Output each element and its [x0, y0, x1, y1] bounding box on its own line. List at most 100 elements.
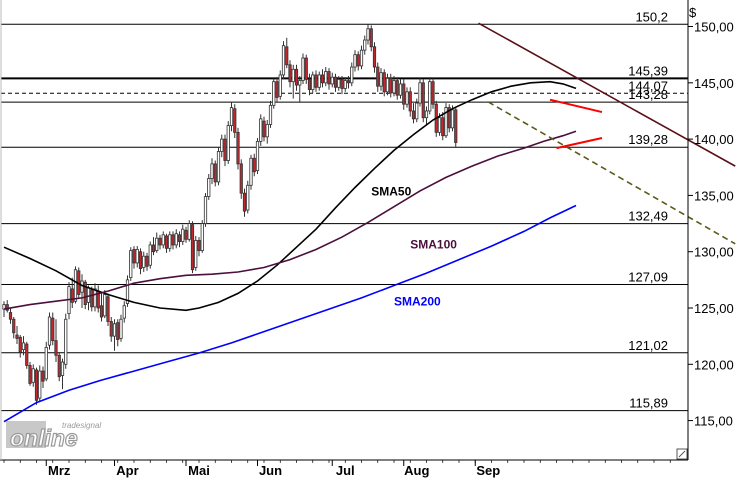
candle-body [64, 318, 68, 365]
ma-line-sma100 [3, 130, 577, 310]
candle-body [213, 163, 217, 183]
candle-body [431, 81, 435, 105]
candle-body [5, 304, 9, 311]
candle-body [93, 288, 97, 308]
candle-body [340, 79, 344, 89]
candles [2, 24, 458, 405]
candle-body [421, 82, 425, 119]
level-label: 143,28 [628, 87, 668, 102]
candle-body [161, 234, 165, 246]
moving-averages [3, 80, 577, 423]
candle-body [418, 82, 422, 104]
candle-body [294, 68, 299, 86]
candle-body [135, 249, 139, 264]
x-tick-label: Sep [476, 463, 500, 478]
candle-body [281, 45, 286, 76]
candle-body [138, 251, 143, 269]
candle-body [402, 83, 406, 105]
level-label: 115,89 [629, 396, 668, 411]
candle-body [148, 244, 152, 266]
candle-body [28, 365, 32, 384]
y-tick-label: 145,00 [694, 76, 734, 91]
candle-body [278, 74, 282, 97]
candle-body [187, 223, 191, 240]
candle-body [372, 46, 377, 68]
candle-body [346, 80, 351, 84]
candle-body [307, 79, 312, 90]
level-label: 132,49 [628, 209, 668, 224]
candle-body [155, 237, 159, 251]
sma50-label: SMA50 [371, 184, 411, 198]
candle-body [112, 323, 117, 337]
candle-body [233, 108, 237, 133]
candle-body [301, 57, 305, 81]
candle-body [454, 109, 458, 143]
y-tick-label: 115,00 [694, 414, 733, 429]
candle-body [275, 81, 279, 98]
candle-body [194, 240, 198, 268]
candle-body [103, 294, 107, 317]
candle-body [210, 163, 214, 179]
trendline-downtrend-solid [478, 22, 736, 167]
level-label: 121,02 [628, 338, 668, 353]
currency-label: $ [689, 5, 697, 20]
horizontal-levels [1, 23, 688, 412]
logo-small-text: tradesignal [62, 421, 101, 430]
candle-body [132, 249, 136, 264]
candle-body [181, 228, 185, 242]
candle-body [405, 91, 409, 105]
candle-body [171, 234, 175, 246]
candle-body [184, 229, 188, 240]
candle-body [424, 110, 429, 119]
candle-body [99, 305, 104, 318]
x-tick-label: Mai [188, 463, 210, 478]
candle-body [428, 81, 432, 112]
candle-body [60, 361, 65, 376]
candle-body [265, 124, 269, 138]
candle-body [90, 289, 94, 308]
candle-body [15, 334, 19, 339]
candle-body [298, 80, 302, 86]
trendline-wedge-upper [549, 98, 603, 114]
candle-body [21, 342, 26, 351]
candle-body [239, 163, 243, 194]
candle-body [444, 107, 448, 137]
candle-body [31, 368, 35, 383]
trendlines [478, 22, 736, 245]
x-tick-label: Apr [116, 463, 138, 478]
candle-body [246, 184, 250, 211]
candle-body [408, 91, 412, 112]
sma200-label: SMA200 [394, 295, 441, 309]
candle-body [356, 54, 360, 67]
candle-body [57, 354, 61, 378]
candle-body [285, 46, 289, 66]
candle-body [119, 318, 123, 339]
y-tick-label: 120,00 [694, 357, 734, 372]
candle-body [392, 80, 396, 94]
ma-line-sma50 [3, 80, 577, 312]
candle-body [207, 178, 211, 197]
candle-body [25, 343, 29, 366]
candle-body [197, 240, 201, 251]
candle-body [18, 336, 22, 353]
trendline-downtrend-dashed [487, 101, 736, 245]
candle-body [145, 255, 149, 267]
candle-body [255, 140, 260, 172]
resize-handle-mark [678, 450, 686, 458]
candle-body [268, 104, 273, 125]
candle-body [411, 110, 416, 120]
y-tick-label: 140,00 [694, 132, 734, 147]
candle-body [142, 255, 146, 268]
axes: 150,00 145,00 140,00 135,00 130,00 125,00 120,… [0, 0, 734, 478]
y-tick-label: 150,00 [694, 20, 734, 35]
candle-body [12, 318, 16, 334]
y-tick-label: 125,00 [694, 301, 734, 316]
candle-body [8, 312, 13, 320]
candle-body [333, 76, 338, 88]
candle-body [223, 138, 227, 161]
candle-body [226, 125, 230, 161]
candle-body [2, 304, 6, 310]
candle-body [158, 237, 162, 246]
